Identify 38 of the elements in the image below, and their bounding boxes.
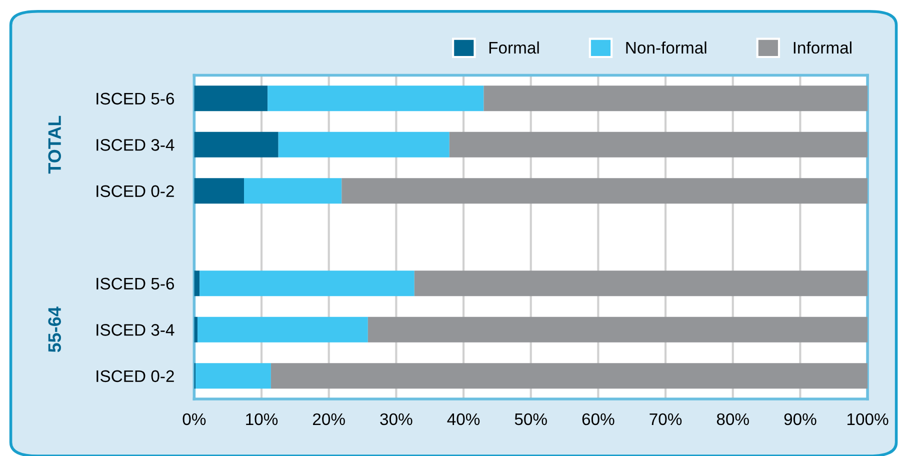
y-tick-label: ISCED 5-6 xyxy=(96,278,174,290)
bar xyxy=(368,316,868,342)
bar xyxy=(196,363,271,389)
y-tick-label: ISCED 5-6 xyxy=(96,92,174,105)
legend-label: Non-formal xyxy=(626,41,706,54)
bar xyxy=(268,86,484,112)
y-tick-label: ISCED 0-2 xyxy=(96,370,174,382)
legend-label: Formal xyxy=(489,41,539,54)
bar xyxy=(342,178,868,204)
x-tick-label: 30% xyxy=(380,413,412,426)
bar xyxy=(194,132,278,158)
x-tick-label: 90% xyxy=(784,413,816,426)
bar xyxy=(278,132,450,158)
x-tick-label: 0% xyxy=(182,413,206,426)
x-tick-label: 10% xyxy=(246,413,278,426)
bar xyxy=(198,316,368,342)
bar xyxy=(194,270,200,296)
text: 55-64 xyxy=(48,306,61,352)
x-tick-label: 80% xyxy=(716,413,749,426)
bar xyxy=(200,270,414,296)
legend-label: Informal xyxy=(794,41,852,54)
x-tick-label: 40% xyxy=(447,413,480,426)
y-tick-label: ISCED 0-2 xyxy=(96,185,174,198)
text: TOTAL xyxy=(48,116,61,174)
x-tick-label: 100% xyxy=(847,413,888,426)
bar xyxy=(449,132,868,158)
bar xyxy=(270,363,868,389)
bar xyxy=(194,178,244,204)
x-tick-label: 70% xyxy=(650,413,682,426)
x-tick-label: 20% xyxy=(313,413,345,426)
y-tick-label: ISCED 3-4 xyxy=(96,139,174,151)
bar xyxy=(244,178,342,204)
bar xyxy=(414,270,868,296)
x-tick-label: 50% xyxy=(514,413,547,426)
bar xyxy=(194,86,268,112)
bar xyxy=(484,86,868,112)
x-tick-label: 60% xyxy=(582,413,614,426)
y-tick-label: ISCED 3-4 xyxy=(96,324,174,336)
